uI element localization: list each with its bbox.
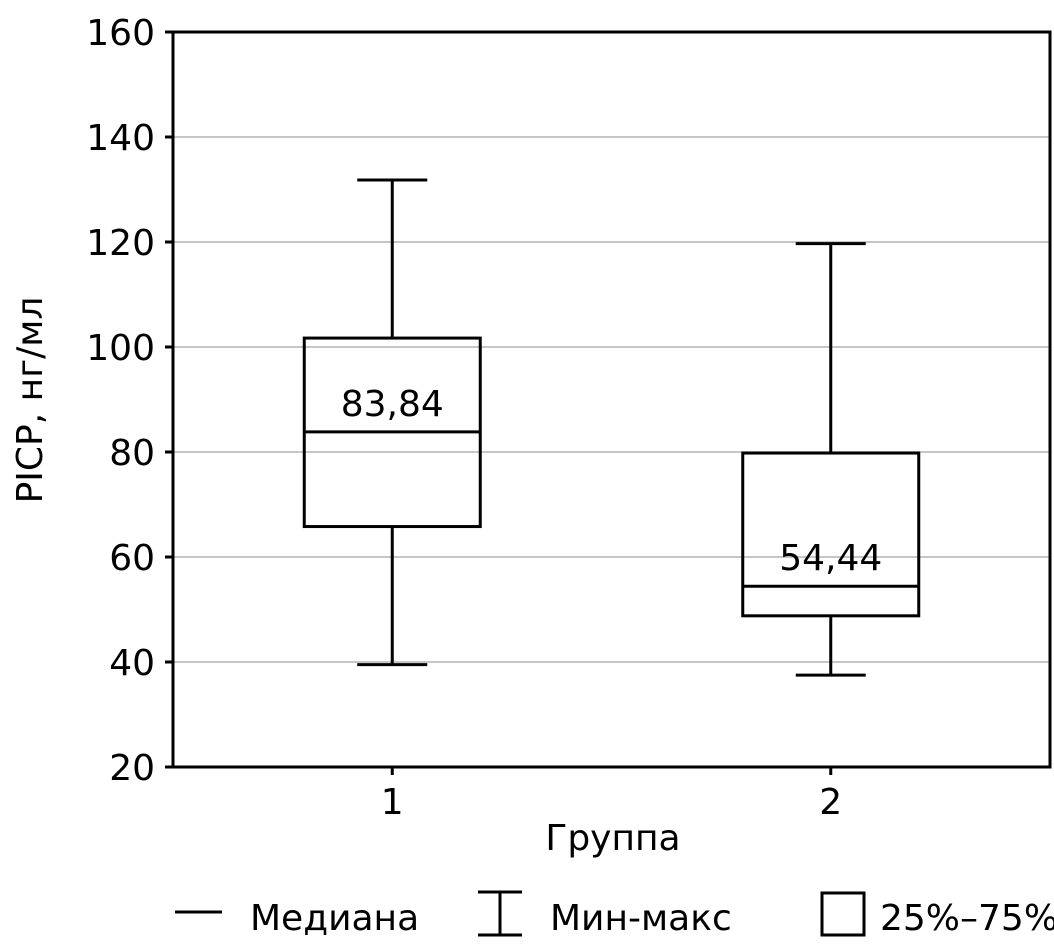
iqr-box bbox=[741, 451, 921, 618]
median-value-label: 83,84 bbox=[341, 384, 444, 425]
y-tick-label: 60 bbox=[109, 538, 155, 579]
legend-box-label: 25%–75% bbox=[880, 898, 1054, 939]
legend-whisker-symbol bbox=[478, 890, 522, 937]
box-series: 83,84 54,44 bbox=[302, 178, 921, 677]
y-tick-label: 140 bbox=[86, 118, 155, 159]
x-tick-label: 2 bbox=[819, 782, 842, 823]
gridlines bbox=[173, 136, 1050, 663]
y-axis-title: PICP, нг/мл bbox=[10, 297, 51, 504]
median-value-label: 54,44 bbox=[779, 538, 882, 579]
legend: Медиана Мин-макс 25%–75% bbox=[175, 890, 1054, 939]
legend-whisker-label: Мин-макс bbox=[550, 898, 732, 939]
y-tick-label: 80 bbox=[109, 433, 155, 474]
box-group-2: 54,44 bbox=[741, 242, 921, 677]
box-group-1: 83,84 bbox=[302, 178, 482, 667]
plot-area-frame bbox=[171, 30, 1052, 769]
x-tick-label: 1 bbox=[381, 782, 404, 823]
x-axis-title: Группа bbox=[545, 818, 680, 859]
y-tick-label: 120 bbox=[86, 223, 155, 264]
y-tick-label: 160 bbox=[86, 13, 155, 54]
y-tick-label: 40 bbox=[109, 643, 155, 684]
y-tick-label: 100 bbox=[86, 328, 155, 369]
legend-median-label: Медиана bbox=[250, 898, 419, 939]
y-axis-ticks: 20 40 60 80 100 120 140 160 bbox=[86, 13, 173, 789]
y-tick-label: 20 bbox=[109, 748, 155, 789]
legend-box-symbol bbox=[820, 891, 866, 937]
